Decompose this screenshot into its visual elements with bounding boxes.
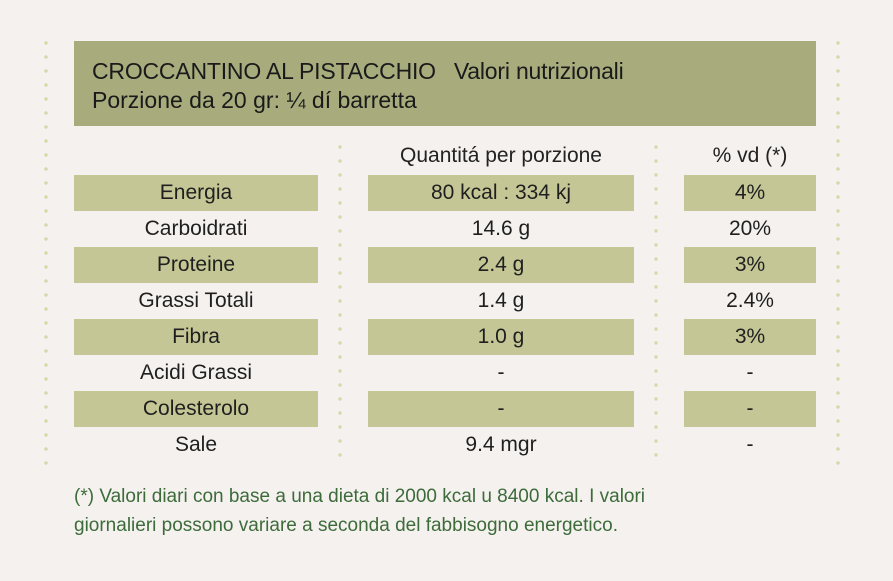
nutrient-daily-value: - <box>684 391 816 427</box>
nutrient-name: Proteine <box>74 247 318 283</box>
column-separator-dots <box>654 140 658 462</box>
decorative-dotted-border-right <box>836 36 840 472</box>
column-header-daily-value: % vd (*) <box>712 144 788 167</box>
nutrient-quantity: 2.4 g <box>368 247 634 283</box>
footnote-line: (*) Valori diari con base a una dieta di… <box>74 486 646 507</box>
header-subtitle: Valori nutrizionali <box>453 58 624 84</box>
footnote-line: giornalieri possono variare a seconda de… <box>74 515 618 536</box>
nutrient-daily-value: - <box>746 433 754 456</box>
nutrient-name: Fibra <box>74 319 318 355</box>
decorative-dotted-border-left <box>44 36 48 472</box>
header-title-line: CROCCANTINO AL PISTACCHIO Valori nutrizio… <box>92 57 816 86</box>
nutrient-quantity: 14.6 g <box>471 217 531 240</box>
table-row: Acidi Grassi - - <box>0 355 893 391</box>
nutrient-quantity: 1.4 g <box>477 289 525 312</box>
nutrition-header: CROCCANTINO AL PISTACCHIO Valori nutrizio… <box>74 41 816 126</box>
portion-size: Porzione da 20 gr: ¼ dí barretta <box>92 87 417 113</box>
nutrient-name: Acidi Grassi <box>139 361 253 384</box>
table-row: Fibra 1.0 g 3% <box>0 319 893 355</box>
nutrient-name: Grassi Totali <box>138 289 254 312</box>
table-row: Energia 80 kcal : 334 kj 4% <box>0 175 893 211</box>
nutrient-quantity: 1.0 g <box>368 319 634 355</box>
nutrient-quantity: 9.4 mgr <box>465 433 537 456</box>
nutrient-name: Colesterolo <box>74 391 318 427</box>
product-name: CROCCANTINO AL PISTACCHIO <box>92 58 436 84</box>
column-header-quantity: Quantitá per porzione <box>400 144 602 167</box>
nutrient-name: Sale <box>174 433 218 456</box>
table-row: Grassi Totali 1.4 g 2.4% <box>0 283 893 319</box>
table-row: Proteine 2.4 g 3% <box>0 247 893 283</box>
nutrient-quantity: - <box>368 391 634 427</box>
table-row: Colesterolo - - <box>0 391 893 427</box>
column-separator-dots <box>338 140 342 462</box>
table-row: Carboidrati 14.6 g 20% <box>0 211 893 247</box>
nutrient-name: Carboidrati <box>144 217 248 240</box>
nutrient-quantity: - <box>497 361 505 384</box>
nutrient-name: Energia <box>74 175 318 211</box>
nutrient-daily-value: 3% <box>684 247 816 283</box>
footnote: (*) Valori diari con base a una dieta di… <box>74 482 834 540</box>
nutrient-daily-value: 4% <box>684 175 816 211</box>
nutrient-daily-value: 20% <box>728 217 772 240</box>
nutrient-daily-value: 3% <box>684 319 816 355</box>
nutrient-daily-value: - <box>746 361 754 384</box>
nutrient-daily-value: 2.4% <box>726 289 774 312</box>
table-row: Sale 9.4 mgr - <box>0 427 893 463</box>
nutrient-quantity: 80 kcal : 334 kj <box>368 175 634 211</box>
